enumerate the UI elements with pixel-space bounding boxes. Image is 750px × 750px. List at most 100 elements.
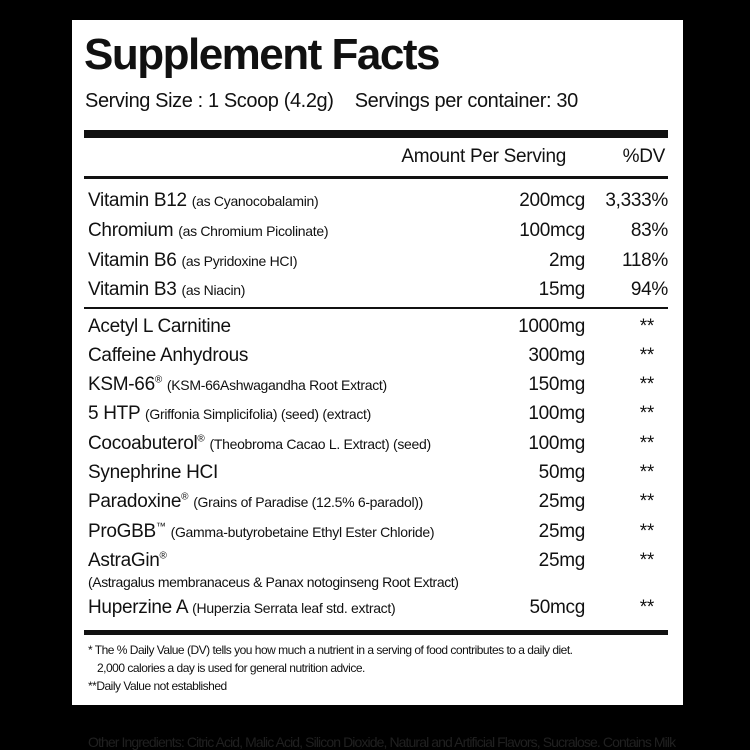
amount: 300mg bbox=[528, 345, 585, 366]
nutrient-name: Cocoabuterol® (Theobroma Cacao L. Extrac… bbox=[88, 433, 431, 455]
nutrient-row: Synephrine HCI 50mg ** bbox=[88, 462, 668, 490]
daily-value: 3,333% bbox=[605, 190, 668, 211]
daily-value: ** bbox=[639, 491, 655, 512]
trademark: ® bbox=[181, 491, 189, 503]
nutrient-detail: (as Niacin) bbox=[181, 282, 246, 298]
name-text: Vitamin B6 bbox=[88, 250, 177, 271]
daily-value: ** bbox=[639, 521, 655, 542]
nutrient-row: ProGBB™ (Gamma-butyrobetaine Ethyl Ester… bbox=[88, 521, 668, 549]
nutrient-name: Caffeine Anhydrous bbox=[88, 345, 248, 367]
nutrient-name: Synephrine HCI bbox=[88, 462, 218, 484]
divider bbox=[84, 307, 668, 309]
name-text: Huperzine A bbox=[88, 597, 188, 618]
nutrient-detail: (Gamma-butyrobetaine Ethyl Ester Chlorid… bbox=[170, 524, 435, 540]
nutrient-name: Chromium (as Chromium Picolinate) bbox=[88, 220, 328, 242]
daily-value: 83% bbox=[630, 220, 668, 241]
amount: 100mcg bbox=[519, 220, 585, 241]
amount-header: Amount Per Serving bbox=[401, 146, 566, 167]
daily-value: ** bbox=[639, 345, 655, 366]
nutrient-detail: (Griffonia Simplicifolia) (seed) (extrac… bbox=[145, 406, 371, 422]
name-text: Acetyl L Carnitine bbox=[88, 316, 231, 337]
amount: 150mg bbox=[528, 374, 585, 395]
amount: 1000mg bbox=[518, 316, 585, 337]
nutrient-name: AstraGin® bbox=[88, 550, 167, 572]
divider bbox=[84, 176, 668, 179]
nutrient-row: Vitamin B3 (as Niacin) 15mg 94% bbox=[88, 279, 668, 307]
amount: 25mg bbox=[538, 550, 586, 571]
daily-value: 94% bbox=[630, 279, 668, 300]
panel-title: Supplement Facts bbox=[84, 30, 440, 79]
trademark: ® bbox=[159, 550, 167, 562]
daily-value: ** bbox=[639, 550, 655, 571]
nutrient-name: Paradoxine® (Grains of Paradise (12.5% 6… bbox=[88, 491, 423, 513]
nutrient-row: Paradoxine® (Grains of Paradise (12.5% 6… bbox=[88, 491, 668, 519]
nutrient-detail: (as Chromium Picolinate) bbox=[178, 223, 329, 239]
daily-value: 118% bbox=[622, 250, 668, 271]
serving-info: Serving Size : 1 Scoop (4.2g) Servings p… bbox=[85, 90, 578, 113]
footnote-calories: 2,000 calories a day is used for general… bbox=[97, 661, 365, 675]
nutrient-row: Vitamin B6 (as Pyridoxine HCI) 2mg 118% bbox=[88, 250, 668, 278]
daily-value: ** bbox=[639, 403, 655, 424]
nutrient-name: 5 HTP (Griffonia Simplicifolia) (seed) (… bbox=[88, 403, 371, 425]
amount: 100mg bbox=[528, 403, 585, 424]
thick-divider bbox=[84, 630, 668, 635]
footnote-dv: * The % Daily Value (DV) tells you how m… bbox=[88, 643, 573, 657]
nutrient-row: Acetyl L Carnitine 1000mg ** bbox=[88, 316, 668, 344]
daily-value: ** bbox=[639, 462, 655, 483]
nutrient-row: Vitamin B12 (as Cyanocobalamin) 200mcg 3,3… bbox=[88, 190, 668, 218]
nutrient-row: Cocoabuterol® (Theobroma Cacao L. Extrac… bbox=[88, 433, 668, 461]
name-text: 5 HTP bbox=[88, 403, 141, 424]
nutrient-name: Vitamin B3 (as Niacin) bbox=[88, 279, 245, 301]
amount: 50mcg bbox=[529, 597, 585, 618]
amount: 25mg bbox=[538, 491, 586, 512]
amount: 100mg bbox=[528, 433, 585, 454]
name-text: Synephrine HCI bbox=[88, 462, 218, 483]
nutrient-name: KSM-66® (KSM-66Ashwagandha Root Extract) bbox=[88, 374, 387, 396]
amount: 200mcg bbox=[519, 190, 585, 211]
nutrient-detail: (Astragalus membranaceus & Panax notogin… bbox=[88, 574, 459, 590]
name-text: Chromium bbox=[88, 220, 174, 241]
name-text: Vitamin B3 bbox=[88, 279, 177, 300]
name-text: AstraGin bbox=[88, 550, 160, 571]
nutrient-name: Huperzine A (Huperzia Serrata leaf std. … bbox=[88, 597, 396, 619]
name-text: Cocoabuterol bbox=[88, 433, 198, 454]
dv-header: %DV bbox=[622, 146, 666, 167]
amount: 25mg bbox=[538, 521, 586, 542]
nutrient-row: Caffeine Anhydrous 300mg ** bbox=[88, 345, 668, 373]
daily-value: ** bbox=[639, 316, 655, 337]
nutrient-detail: (KSM-66Ashwagandha Root Extract) bbox=[166, 377, 387, 393]
daily-value: ** bbox=[639, 433, 655, 454]
nutrient-row: AstraGin® (Astragalus membranaceus & Pana… bbox=[88, 550, 668, 590]
nutrient-row: 5 HTP (Griffonia Simplicifolia) (seed) (… bbox=[88, 403, 668, 431]
footnote-not-established: **Daily Value not established bbox=[88, 679, 227, 693]
other-ingredients: Other Ingredients: Citric Acid, Malic Ac… bbox=[88, 734, 676, 750]
nutrient-name: Vitamin B6 (as Pyridoxine HCI) bbox=[88, 250, 297, 272]
amount: 15mg bbox=[538, 279, 586, 300]
supplement-facts-panel: Supplement Facts Serving Size : 1 Scoop … bbox=[72, 20, 683, 705]
name-text: Vitamin B12 bbox=[88, 190, 187, 211]
trademark: ® bbox=[154, 374, 162, 386]
nutrient-name: Acetyl L Carnitine bbox=[88, 316, 231, 338]
amount: 2mg bbox=[548, 250, 585, 271]
nutrient-detail: (Theobroma Cacao L. Extract) (seed) bbox=[209, 436, 431, 452]
nutrient-detail: (Grains of Paradise (12.5% 6-paradol)) bbox=[193, 494, 424, 510]
name-text: KSM-66 bbox=[88, 374, 155, 395]
trademark: ™ bbox=[155, 521, 166, 533]
name-text: Caffeine Anhydrous bbox=[88, 345, 249, 366]
serving-size: Serving Size : 1 Scoop (4.2g) bbox=[85, 90, 334, 112]
name-text: Paradoxine bbox=[88, 491, 182, 512]
nutrient-detail: (Huperzia Serrata leaf std. extract) bbox=[192, 600, 396, 616]
nutrient-detail: (as Cyanocobalamin) bbox=[191, 193, 319, 209]
name-text: ProGBB bbox=[88, 521, 156, 542]
daily-value: ** bbox=[639, 597, 655, 618]
servings-per-container: Servings per container: 30 bbox=[354, 90, 578, 112]
nutrient-row: Huperzine A (Huperzia Serrata leaf std. … bbox=[88, 597, 668, 625]
thick-divider bbox=[84, 130, 668, 138]
nutrient-row: Chromium (as Chromium Picolinate) 100mcg 8… bbox=[88, 220, 668, 248]
nutrient-row: KSM-66® (KSM-66Ashwagandha Root Extract)… bbox=[88, 374, 668, 402]
daily-value: ** bbox=[639, 374, 655, 395]
amount: 50mg bbox=[538, 462, 586, 483]
trademark: ® bbox=[197, 433, 205, 445]
nutrient-name: Vitamin B12 (as Cyanocobalamin) bbox=[88, 190, 319, 212]
nutrient-detail: (as Pyridoxine HCI) bbox=[181, 253, 298, 269]
